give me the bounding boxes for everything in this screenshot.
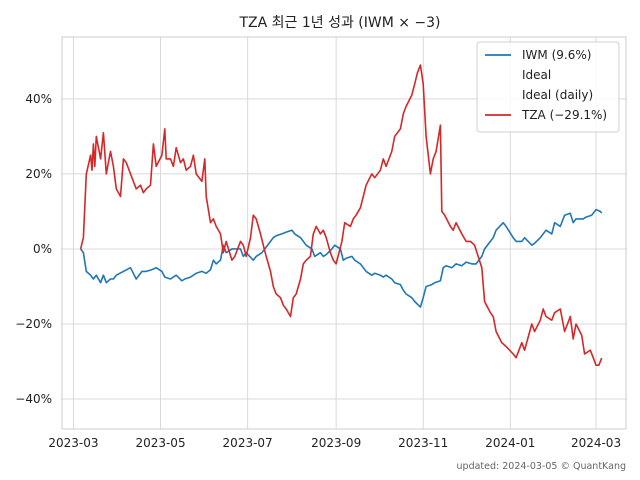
- legend-label: Ideal: [522, 68, 551, 82]
- iwm-series-line: [79, 208, 603, 308]
- y-tick-label: −40%: [15, 392, 52, 406]
- y-axis: 40% 20% 0% −20% −40%: [15, 92, 52, 406]
- y-tick-label: 0%: [33, 242, 52, 256]
- legend-label: Ideal (daily): [522, 88, 593, 102]
- footer-credit: updated: 2024-03-05 © QuantKang: [457, 461, 626, 472]
- series-layer: [79, 64, 603, 367]
- x-tick-label: 2023-03: [48, 436, 98, 450]
- x-tick-label: 2023-11: [398, 436, 448, 450]
- y-tick-label: −20%: [15, 317, 52, 331]
- y-tick-label: 20%: [25, 167, 52, 181]
- legend-label: TZA (−29.1%): [521, 108, 607, 122]
- x-tick-label: 2023-05: [135, 436, 185, 450]
- legend: IWM (9.6%) Ideal Ideal (daily) TZA (−29.1%): [476, 41, 620, 133]
- x-tick-label: 2024-01: [485, 436, 535, 450]
- y-tick-label: 40%: [25, 92, 52, 106]
- x-tick-label: 2024-03: [571, 436, 621, 450]
- tza-series-line: [79, 64, 603, 367]
- chart-title: TZA 최근 1년 성과 (IWM × −3): [238, 15, 440, 31]
- x-tick-label: 2023-09: [311, 436, 361, 450]
- legend-box: [476, 41, 620, 133]
- plot-frame: [61, 36, 627, 430]
- legend-label: IWM (9.6%): [522, 48, 591, 62]
- x-tick-label: 2023-07: [223, 436, 273, 450]
- x-axis: 2023-03 2023-05 2023-07 2023-09 2023-11 2024-…: [48, 436, 621, 450]
